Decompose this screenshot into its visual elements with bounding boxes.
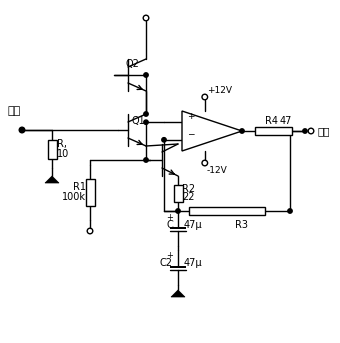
Bar [173,185,183,202]
Text: -12V: -12V [207,166,227,175]
Text: −: − [187,129,194,138]
Text: 47μ: 47μ [184,259,203,269]
Circle shape [288,209,292,213]
Text: 10: 10 [57,149,69,159]
Bar [85,179,95,206]
Text: +: + [167,213,173,222]
Text: +12V: +12V [207,86,232,95]
Circle shape [144,120,148,125]
Circle shape [20,128,24,132]
Text: 47μ: 47μ [184,220,203,229]
Text: C2: C2 [160,259,173,269]
Circle shape [144,158,148,162]
Polygon shape [45,176,59,183]
Text: +: + [187,112,194,121]
Polygon shape [171,290,185,297]
Text: Q2: Q2 [126,59,140,69]
Text: 100k: 100k [62,192,86,202]
Text: R1: R1 [73,182,86,192]
Bar [255,127,292,135]
Text: R3: R3 [236,220,249,230]
Text: 输入: 输入 [7,106,21,116]
Text: C: C [166,220,173,229]
Circle shape [303,129,307,133]
Bar [189,207,265,215]
Bar [48,140,56,158]
Text: Q1: Q1 [131,116,145,126]
Circle shape [176,209,180,213]
Circle shape [240,129,244,133]
Text: 47: 47 [279,116,292,126]
Circle shape [144,73,148,77]
Text: 22: 22 [182,192,194,202]
Bar [170,265,186,268]
Text: R4: R4 [266,116,278,126]
Circle shape [162,138,166,142]
Circle shape [144,112,148,116]
Text: R2: R2 [182,185,195,194]
Polygon shape [182,111,242,151]
Text: R,: R, [57,139,67,149]
Bar [170,226,186,229]
Text: +: + [167,251,173,260]
Text: 输出: 输出 [317,126,329,136]
